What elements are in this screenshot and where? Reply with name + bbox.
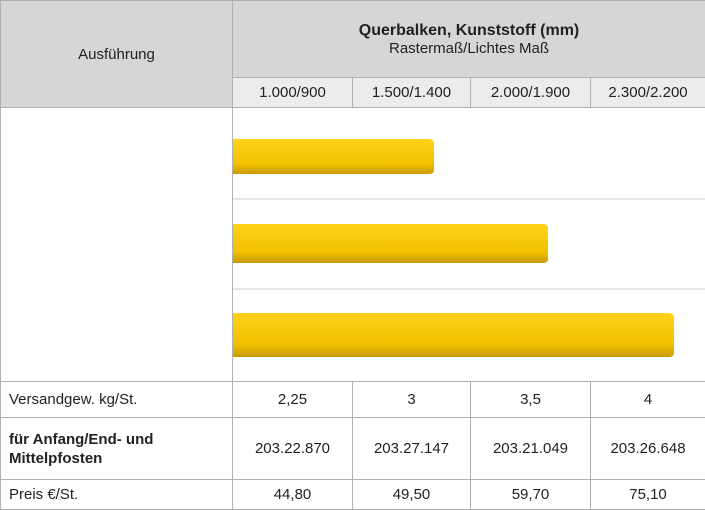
beam [233,224,548,263]
column-header: 2.000/1.900 [471,78,591,108]
row-label: Versandgew. kg/St. [1,382,233,418]
cell: 203.21.049 [471,418,591,480]
cell: 3,5 [471,382,591,418]
cell: 59,70 [471,480,591,510]
beam [233,313,674,357]
column-header: 1.000/900 [233,78,353,108]
beam [233,139,434,174]
column-header: 1.500/1.400 [353,78,471,108]
cell: 203.27.147 [353,418,471,480]
image-cell [233,108,705,382]
row-label: für Anfang/End- und Mittelpfosten [9,430,179,468]
cell: 49,50 [353,480,471,510]
cell: 2,25 [233,382,353,418]
cell: 203.22.870 [233,418,353,480]
cell: 203.26.648 [591,418,705,480]
header-title: Querbalken, Kunststoff (mm) [233,22,705,40]
product-table: Ausführung Querbalken, Kunststoff (mm) R… [0,0,705,510]
product-image [233,108,705,381]
cell: 44,80 [233,480,353,510]
cell: 4 [591,382,705,418]
column-header: 2.300/2.200 [591,78,705,108]
group-header: Querbalken, Kunststoff (mm) Rastermaß/Li… [233,1,705,78]
cell: 75,10 [591,480,705,510]
header-subtitle: Rastermaß/Lichtes Maß [233,40,705,57]
row-label-cell: für Anfang/End- und Mittelpfosten [1,418,233,480]
cell: 3 [353,382,471,418]
row-label: Preis €/St. [1,480,233,510]
empty-cell [1,108,233,382]
row-label-header: Ausführung [1,1,233,108]
page: Ausführung Querbalken, Kunststoff (mm) R… [0,0,705,508]
